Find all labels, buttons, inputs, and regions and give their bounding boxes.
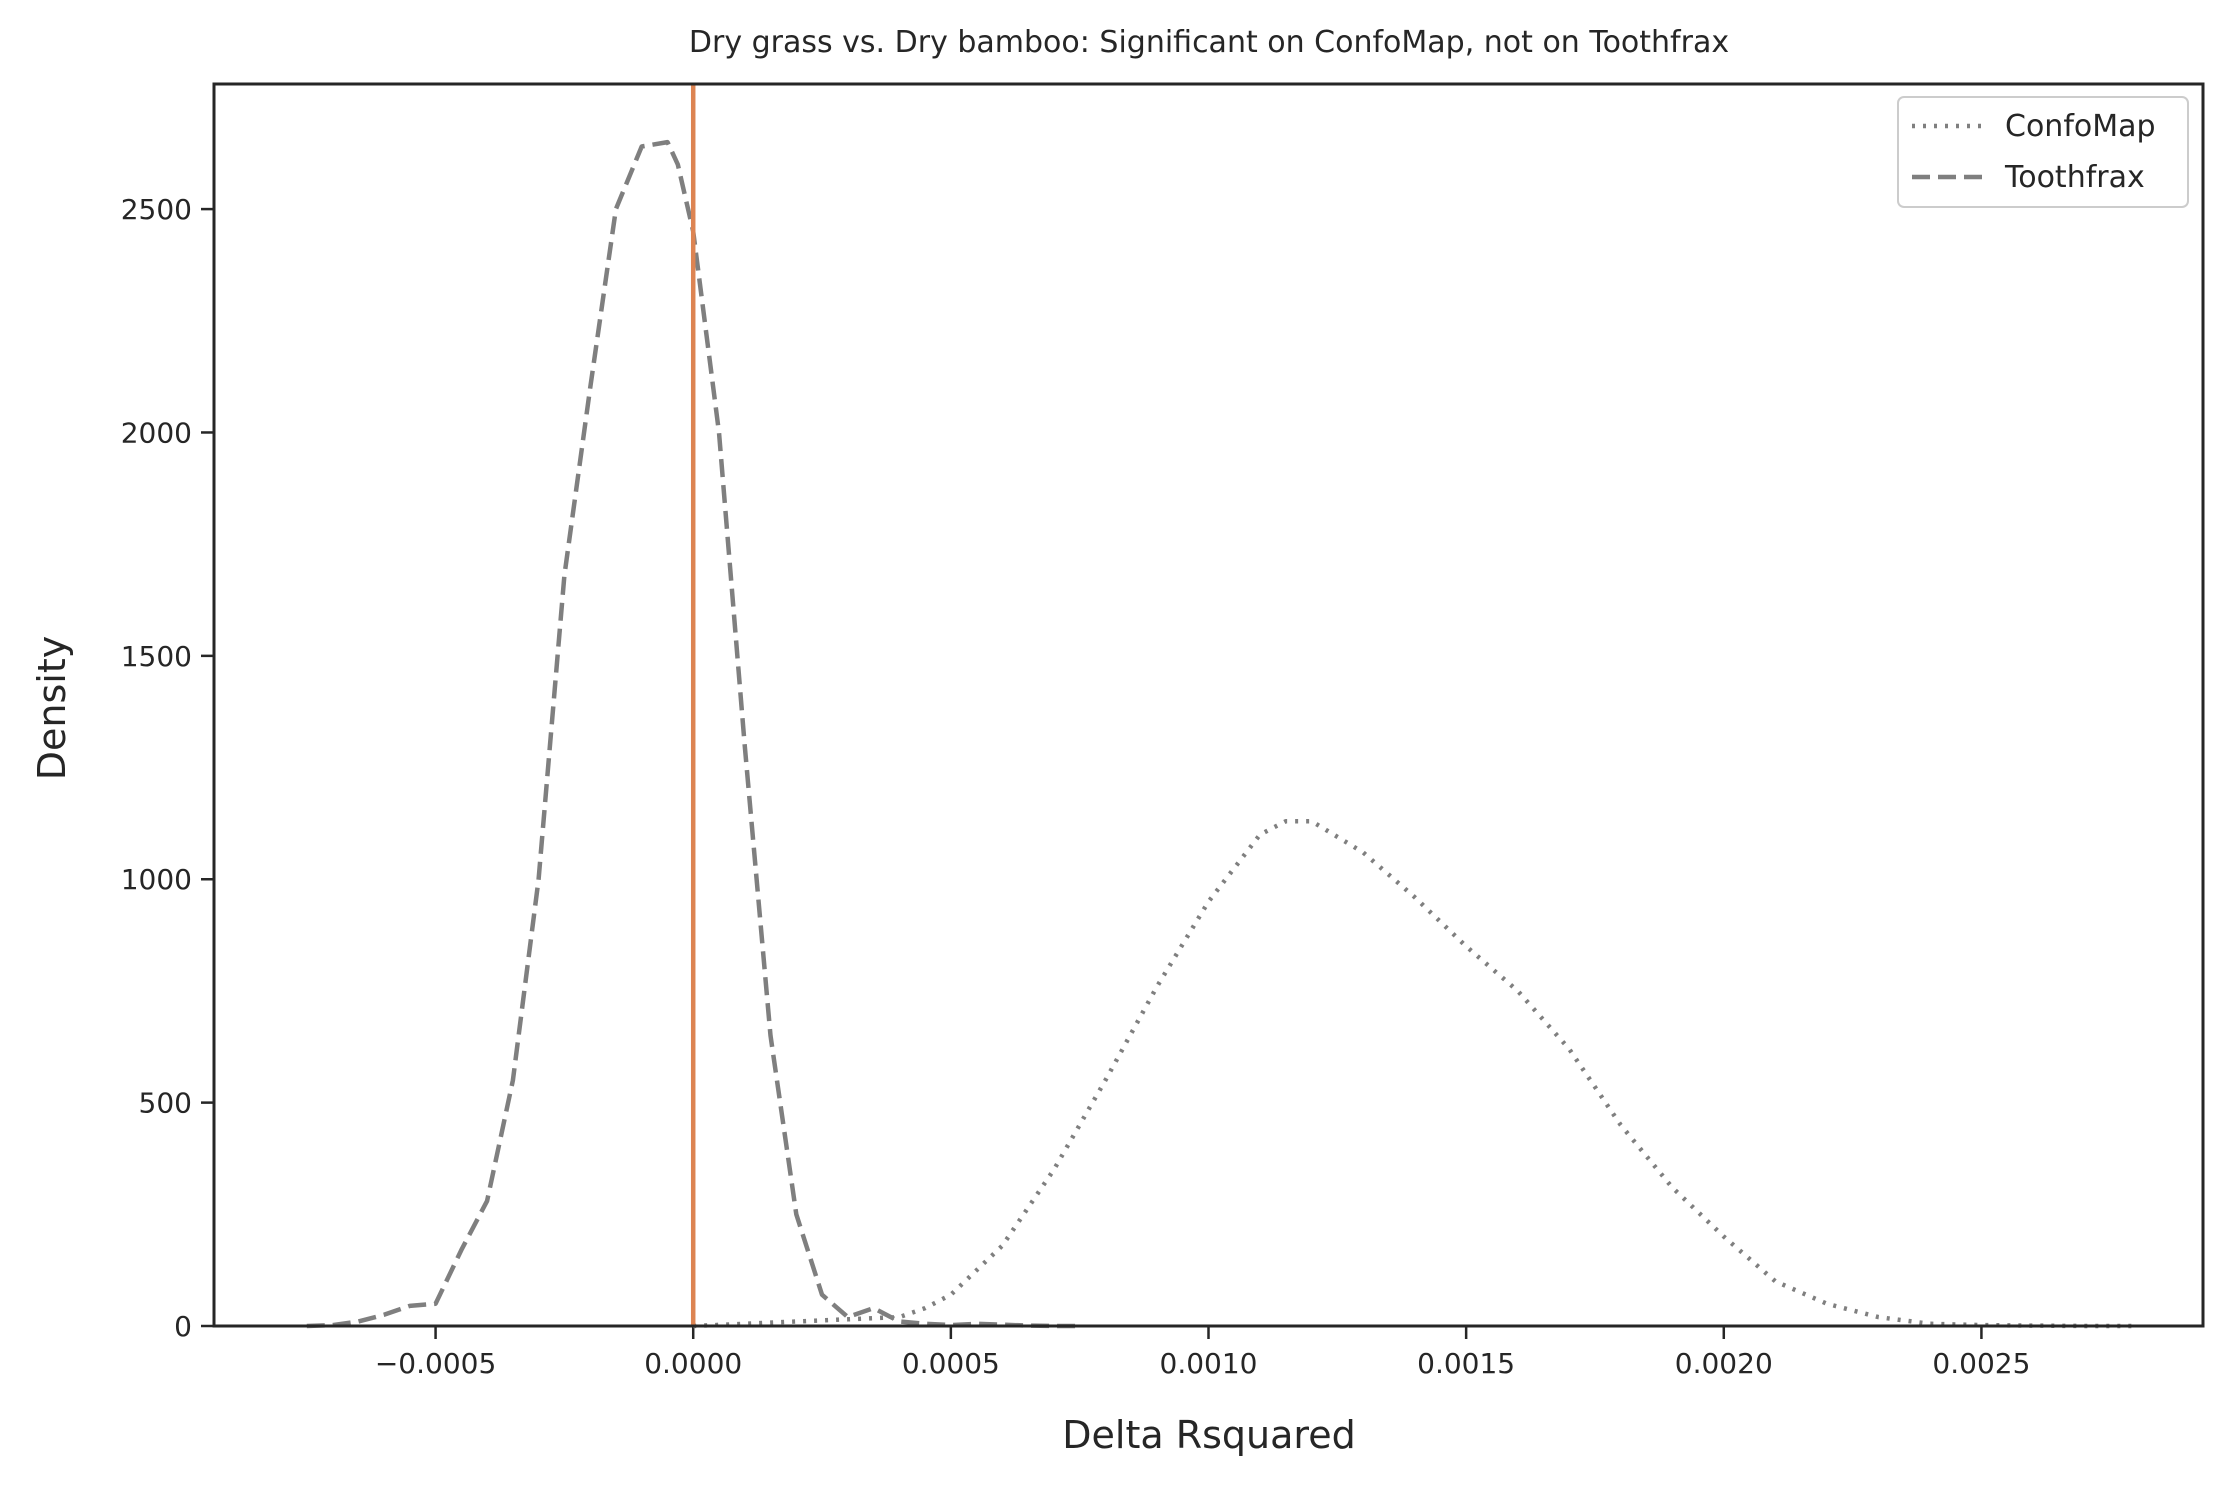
y-axis-label: Density [30,636,74,780]
ticks-layer: −0.0005 0.0000 0.0005 0.0010 0.0015 0.0020 0.0… [121,193,2031,1380]
y-tick-label: 2500 [121,193,192,226]
y-tick-label: 0 [174,1310,192,1343]
chart-title: Dry grass vs. Dry bamboo: Significant on… [689,25,1729,60]
x-tick-label: 0.0000 [644,1347,742,1380]
x-tick-label: 0.0010 [1160,1347,1258,1380]
x-tick-label: 0.0025 [1932,1347,2030,1380]
plot-frame [212,82,2205,1328]
legend-label-confomap: ConfoMap [2005,109,2156,144]
series-line-toothfrax [306,139,1080,1329]
x-tick-label: −0.0005 [375,1347,496,1380]
y-tick-label: 500 [139,1087,192,1120]
x-tick-label: 0.0015 [1417,1347,1515,1380]
y-tick-label: 2000 [121,416,192,449]
y-tick-label: 1500 [121,640,192,673]
legend: ConfoMap Toothfrax [1897,96,2189,208]
series-line-confomap [693,818,2136,1329]
x-tick-label: 0.0020 [1675,1347,1773,1380]
legend-box [1897,96,2189,208]
plot-layer [306,84,2136,1329]
x-axis-label: Delta Rsquared [1062,1413,1355,1457]
legend-label-toothfrax: Toothfrax [2004,160,2145,195]
y-tick-label: 1000 [121,863,192,896]
x-tick-label: 0.0005 [902,1347,1000,1380]
